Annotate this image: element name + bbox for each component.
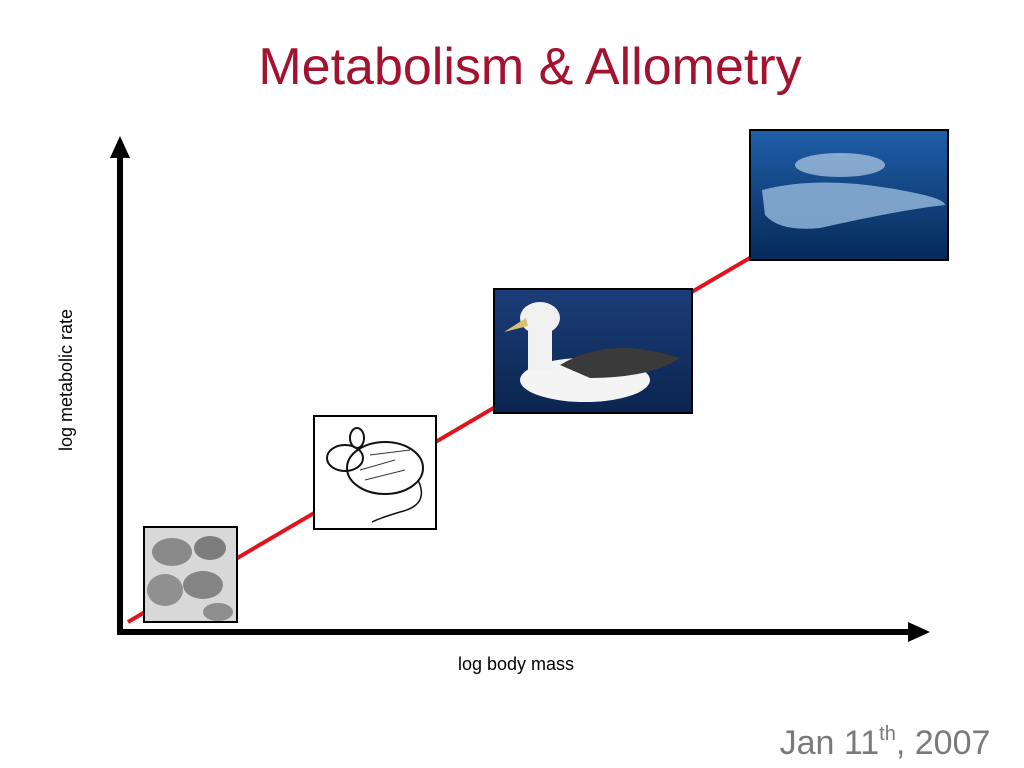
cell xyxy=(203,603,233,621)
mouse-head xyxy=(326,444,364,472)
cell xyxy=(194,536,226,560)
bacteria-image xyxy=(143,526,238,623)
slide-date: Jan 11th, 2007 xyxy=(780,723,991,762)
whale-body xyxy=(762,182,945,229)
bird-beak xyxy=(504,318,528,332)
cell xyxy=(147,574,183,606)
slide-title: Metabolism & Allometry xyxy=(258,38,801,96)
date-rest: , 2007 xyxy=(896,724,991,762)
y-arrow xyxy=(110,136,130,158)
bird-wing xyxy=(560,348,680,378)
mouse-ear xyxy=(349,427,365,449)
cell xyxy=(183,571,223,599)
mouse-hatching xyxy=(359,449,411,481)
x-arrow xyxy=(908,622,930,642)
date-superscript: th xyxy=(879,723,896,745)
mouse-tail xyxy=(371,479,423,523)
albatross-image xyxy=(493,288,693,414)
date-main: Jan 11 xyxy=(780,724,880,762)
mouse-image xyxy=(313,415,437,530)
whale-image xyxy=(749,129,949,261)
mouse-body xyxy=(346,441,424,495)
y-axis-label: log metabolic rate xyxy=(56,309,76,451)
image-frame xyxy=(313,415,437,530)
bird-neck xyxy=(528,320,552,370)
splash xyxy=(795,153,885,177)
x-axis-label: log body mass xyxy=(458,654,574,674)
cell xyxy=(152,538,192,566)
